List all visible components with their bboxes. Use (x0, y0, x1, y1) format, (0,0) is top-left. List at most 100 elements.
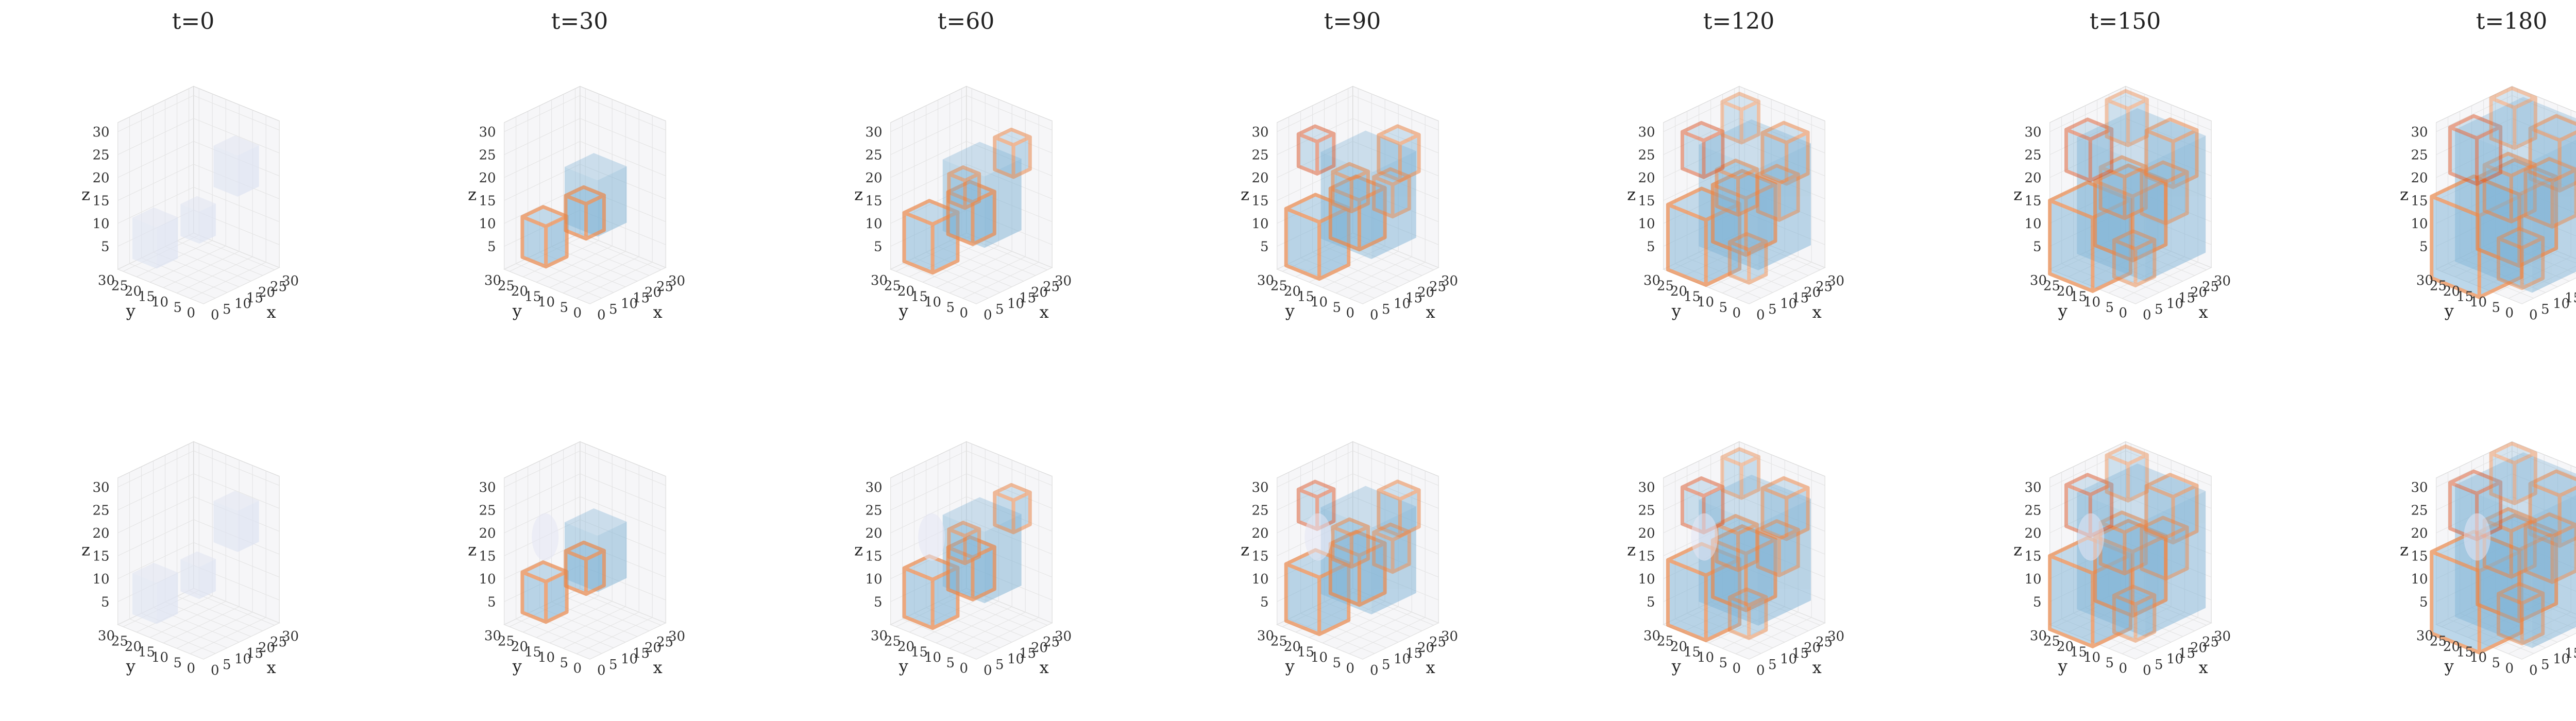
panel-row2-t60: 5 10 15 20 25 30 0 5 10 15 20 25 30 0 5 10 15 20 25 30 z y x (773, 391, 1159, 711)
y-axis-label: y (512, 301, 522, 320)
panel-row1-t120: 5 10 15 20 25 30 0 5 10 15 20 25 30 0 5 10 15 20 25 30 z y x (1546, 36, 1932, 355)
y-tick-label: 15 (2456, 645, 2473, 660)
y-tick-label: 25 (2430, 279, 2447, 294)
x-axis-label: x (2199, 302, 2208, 322)
x-tick-label: 10 (2553, 296, 2570, 312)
volume-blob (132, 207, 178, 269)
volume-blob (180, 551, 216, 599)
y-tick-label: 5 (2105, 656, 2114, 671)
x-axis-label: x (1040, 658, 1049, 677)
y-tick-label: 25 (2043, 279, 2060, 294)
y-tick-label: 30 (871, 273, 888, 288)
y-tick-label: 20 (125, 284, 142, 299)
y-tick-label: 10 (1697, 295, 1714, 310)
y-tick-label: 0 (959, 661, 968, 676)
z-tick-label: 5 (487, 239, 496, 254)
y-tick-label: 30 (484, 273, 501, 288)
y-tick-label: 20 (1670, 284, 1687, 299)
x-tick-label: 30 (1055, 629, 1072, 644)
y-tick-label: 0 (2119, 305, 2127, 321)
x-tick-label: 0 (597, 307, 606, 323)
y-tick-label: 0 (187, 661, 195, 676)
z-tick-label: 15 (2411, 193, 2428, 209)
z-tick-label: 20 (2025, 170, 2042, 186)
y-tick-label: 30 (484, 628, 501, 644)
y-axis-label: y (126, 656, 135, 676)
x-tick-label: 15 (246, 290, 263, 306)
z-tick-label: 10 (2411, 216, 2428, 232)
y-tick-label: 10 (1311, 295, 1328, 310)
panel-row2-t150: 5 10 15 20 25 30 0 5 10 15 20 25 30 0 5 10 15 20 25 30 z y x (1932, 391, 2318, 711)
y-tick-label: 25 (884, 279, 901, 294)
y-tick-label: 25 (111, 634, 128, 649)
z-axis-label: z (81, 540, 90, 559)
volume-render (2430, 86, 2576, 299)
x-tick-label: 15 (1405, 646, 1422, 661)
z-tick-label: 10 (2411, 572, 2428, 587)
x-tick-label: 20 (1417, 640, 1434, 656)
volume-blob (993, 483, 1032, 535)
volume-blob (2144, 117, 2199, 190)
x-tick-label: 20 (645, 640, 662, 656)
z-tick-label: 20 (2411, 170, 2428, 186)
panel-row1-t0: 5 10 15 20 25 30 0 5 10 15 20 25 30 0 5 10 15 20 25 30 z y x (0, 36, 386, 355)
volume-blob (1372, 167, 1411, 219)
volume-blob (1331, 162, 1370, 213)
z-tick-label: 5 (101, 594, 110, 610)
x-tick-label: 20 (258, 640, 275, 656)
z-tick-label: 5 (1260, 239, 1269, 254)
volume-render (132, 491, 259, 624)
volume-blob (1720, 447, 1760, 500)
y-tick-label: 20 (125, 639, 142, 655)
z-tick-label: 10 (866, 216, 883, 232)
y-tick-label: 20 (2057, 284, 2074, 299)
z-tick-label: 15 (866, 193, 883, 209)
panel-row1-t30: 5 10 15 20 25 30 0 5 10 15 20 25 30 0 5 10 15 20 25 30 z y x (386, 36, 773, 355)
x-tick-label: 0 (984, 663, 992, 678)
volume-blob (2448, 114, 2503, 186)
x-tick-label: 5 (223, 302, 231, 317)
y-tick-label: 5 (946, 300, 955, 316)
x-tick-label: 0 (1756, 663, 1765, 678)
panel-row2-t120: 5 10 15 20 25 30 0 5 10 15 20 25 30 0 5 10 15 20 25 30 z y x (1546, 391, 1932, 711)
y-axis-label: y (2444, 301, 2454, 320)
y-tick-label: 0 (1732, 305, 1741, 321)
x-tick-label: 25 (270, 279, 287, 295)
volume-blob (1680, 121, 1725, 179)
x-tick-label: 25 (270, 634, 287, 650)
z-axis-label: z (2400, 540, 2409, 559)
y-tick-label: 5 (2492, 656, 2500, 671)
x-axis-label: x (267, 302, 276, 322)
faint-artifact (1304, 513, 1332, 561)
y-tick-label: 10 (2083, 650, 2100, 665)
volume-render (1284, 124, 1421, 281)
y-tick-label: 0 (573, 661, 582, 676)
volume-render (520, 508, 627, 624)
y-tick-label: 20 (897, 284, 914, 299)
x-tick-label: 10 (234, 296, 251, 312)
y-tick-label: 5 (2492, 300, 2500, 316)
z-tick-label: 10 (479, 216, 496, 232)
z-tick-label: 25 (2411, 147, 2428, 163)
x-axis-label: x (1426, 302, 1435, 322)
x-tick-label: 25 (1816, 279, 1833, 295)
x-tick-label: 10 (1394, 296, 1411, 312)
x-tick-label: 0 (2143, 663, 2151, 678)
panel-row1-t90: 5 10 15 20 25 30 0 5 10 15 20 25 30 0 5 10 15 20 25 30 z y x (1159, 36, 1546, 355)
x-tick-label: 10 (621, 651, 638, 667)
z-tick-label: 20 (866, 526, 883, 541)
z-axis-label: z (1241, 184, 1249, 204)
volume-blob (1756, 519, 1800, 577)
z-tick-label: 25 (479, 147, 496, 163)
y-tick-label: 10 (1697, 650, 1714, 665)
z-tick-label: 25 (866, 147, 883, 163)
x-tick-label: 0 (1370, 307, 1379, 323)
volume-blob (2144, 473, 2199, 545)
y-tick-label: 20 (1670, 639, 1687, 655)
